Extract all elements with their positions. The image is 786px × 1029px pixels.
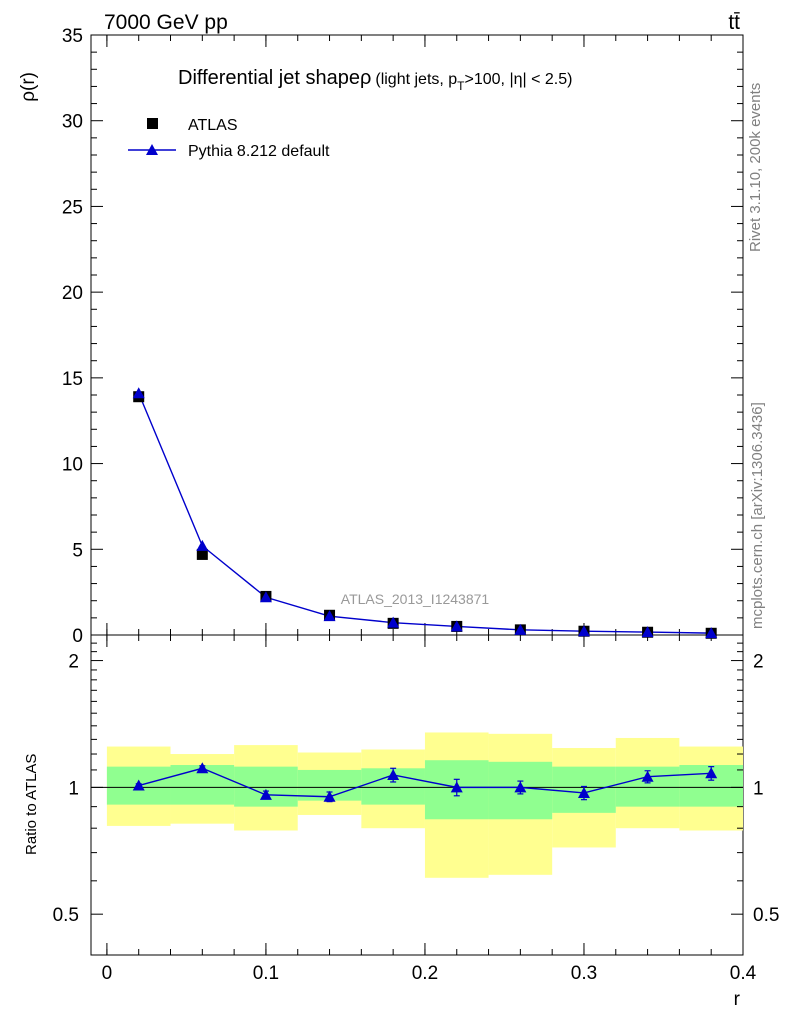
main-ytick-label: 30 (62, 112, 83, 133)
main-panel-ticks: 0 5 10 15 20 25 30 35 (62, 26, 744, 647)
mc-point (577, 625, 590, 637)
main-ytick-label: 25 (62, 197, 83, 218)
legend-mc-marker (146, 144, 158, 155)
main-ytick-label: 15 (62, 369, 83, 390)
main-series (132, 387, 718, 639)
ratio-mc-point (705, 767, 718, 779)
analysis-watermark: ATLAS_2013_I1243871 (341, 591, 490, 607)
rivet-label: Rivet 3.1.10, 200k events (747, 83, 764, 252)
mc-point (641, 626, 654, 638)
main-ytick-label: 20 (62, 283, 83, 304)
ratio-ytick-label-right: 2 (753, 652, 764, 673)
ratio-mc-point (323, 790, 336, 802)
chart-title-sub-post: >100, |η| < 2.5) (465, 71, 573, 88)
ratio-ytick-label: 2 (68, 652, 79, 673)
ratio-xtick-label: 0.1 (253, 963, 279, 984)
mc-point (259, 591, 272, 603)
ratio-mc-point (196, 762, 209, 774)
mc-point (323, 610, 336, 622)
ratio-series (132, 762, 718, 803)
legend-data-label: ATLAS (188, 117, 238, 134)
main-ytick-label: 0 (72, 626, 83, 647)
main-ylabel: ρ(r) (18, 72, 39, 102)
ratio-xtick-label: 0.4 (730, 963, 757, 984)
mc-point (450, 620, 463, 632)
ratio-bands (91, 732, 743, 878)
ratio-mc-point (387, 768, 400, 780)
mc-point (705, 627, 718, 639)
energy-label: 7000 GeV pp (104, 11, 228, 34)
mcplots-label: mcplots.cern.ch [arXiv:1306.3436] (749, 402, 766, 629)
ratio-mc-point (450, 781, 463, 793)
chart-title-rho: ρ (360, 67, 371, 89)
ratio-mc-line (138, 767, 712, 798)
ratio-xtick-label: 0 (102, 963, 113, 984)
mc-line (138, 393, 712, 634)
ratio-mc-point (577, 786, 590, 798)
mc-point (132, 387, 145, 399)
ratio-ytick-label: 0.5 (53, 905, 79, 926)
legend-mc-label: Pythia 8.212 default (188, 143, 330, 160)
process-label: tt̄ (728, 11, 740, 34)
ratio-ytick-label: 1 (68, 778, 79, 799)
ratio-xtick-label: 0.2 (412, 963, 438, 984)
ratio-ylabel: Ratio to ATLAS (23, 754, 40, 855)
mc-point (514, 623, 527, 635)
main-ytick-label: 35 (62, 26, 83, 47)
xlabel: r (734, 989, 741, 1010)
mc-point (196, 539, 209, 551)
ratio-mc-point (514, 781, 527, 793)
atlas-data-point (196, 548, 208, 560)
stat-band-bin (234, 766, 298, 807)
ratio-panel-ticks: 0.5 0.5 1 1 2 2 0 0.1 0.2 0.3 0.4 (53, 635, 779, 984)
chart-title-sub-pre: (light jets, p (375, 71, 457, 88)
mc-point (387, 616, 400, 628)
chart-title: Differential jet shapeρ (light jets, pT>1… (178, 67, 572, 93)
chart-title-sub-sub: T (457, 79, 465, 93)
main-ytick-label: 10 (62, 455, 83, 476)
ratio-mc-point (132, 779, 145, 791)
legend-data-marker (147, 118, 158, 129)
ratio-xtick-label: 0.3 (571, 963, 597, 984)
ratio-ytick-label-right: 1 (753, 778, 764, 799)
ratio-ytick-label-right: 0.5 (753, 905, 779, 926)
ratio-mc-point (259, 788, 272, 800)
legend: ATLAS Pythia 8.212 default (128, 117, 330, 160)
main-ytick-label: 5 (72, 540, 83, 561)
chart-title-main: Differential jet shape (178, 67, 360, 89)
ratio-mc-point (641, 770, 654, 782)
